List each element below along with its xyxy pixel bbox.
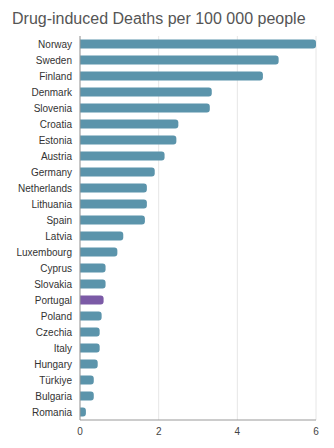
svg-text:Estonia: Estonia: [39, 135, 73, 146]
svg-text:Spain: Spain: [46, 215, 72, 226]
svg-text:Luxembourg: Luxembourg: [16, 247, 72, 258]
svg-text:Austria: Austria: [41, 151, 73, 162]
svg-text:Netherlands: Netherlands: [18, 183, 72, 194]
svg-text:Poland: Poland: [41, 311, 72, 322]
html-text:Drug-induced Deaths per 100 00: Drug-induced Deaths per 100 000 people: [12, 10, 306, 27]
svg-text:0: 0: [77, 426, 83, 437]
svg-text:Sweden: Sweden: [36, 55, 72, 66]
svg-text:6: 6: [313, 426, 319, 437]
svg-text:Finland: Finland: [39, 71, 72, 82]
svg-text:Czechia: Czechia: [36, 327, 73, 338]
svg-text:Lithuania: Lithuania: [31, 199, 72, 210]
svg-text:Cyprus: Cyprus: [40, 263, 72, 274]
svg-text:4: 4: [235, 426, 241, 437]
svg-text:Norway: Norway: [38, 39, 72, 50]
svg-text:Romania: Romania: [32, 407, 72, 418]
svg-text:Slovakia: Slovakia: [34, 279, 72, 290]
svg-text:Denmark: Denmark: [31, 87, 73, 98]
svg-text:Slovenia: Slovenia: [34, 103, 73, 114]
svg-text:Bulgaria: Bulgaria: [35, 391, 72, 402]
svg-text:Latvia: Latvia: [45, 231, 72, 242]
svg-text:Portugal: Portugal: [35, 295, 72, 306]
svg-text:2: 2: [156, 426, 162, 437]
svg-text:Italy: Italy: [54, 343, 72, 354]
svg-text:Croatia: Croatia: [40, 119, 73, 130]
svg-text:Hungary: Hungary: [34, 359, 72, 370]
svg-text:Germany: Germany: [31, 167, 72, 178]
svg-text:Türkiye: Türkiye: [39, 375, 72, 386]
